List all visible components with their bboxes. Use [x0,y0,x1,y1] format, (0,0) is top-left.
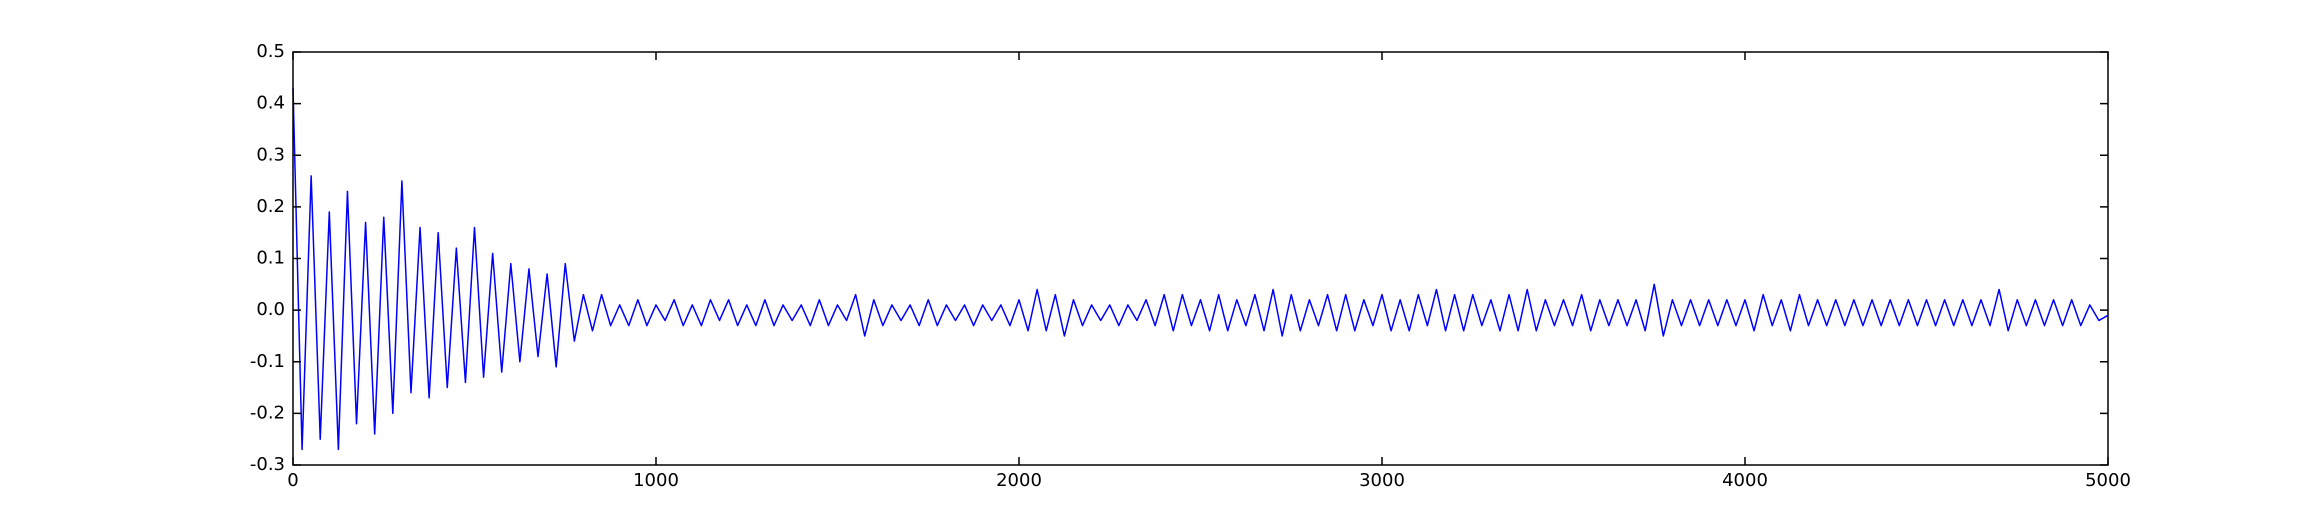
x-tick-label: 2000 [996,470,1042,491]
x-tick-label: 0 [287,470,298,491]
y-tick-label: -0.3 [250,454,285,475]
x-tick-label: 3000 [1359,470,1405,491]
x-tick-label: 1000 [633,470,679,491]
y-tick-label: 0.4 [256,93,285,114]
y-tick-label: 0.3 [256,144,285,165]
x-tick-label: 5000 [2085,470,2131,491]
y-tick-label: 0.5 [256,41,285,62]
y-tick-label: 0.1 [256,248,285,269]
y-tick-label: -0.1 [250,351,285,372]
y-tick-label: 0.0 [256,299,285,320]
signal-line [292,88,2109,451]
y-tick-label: 0.2 [256,196,285,217]
y-tick-label: -0.2 [250,402,285,423]
x-tick-label: 4000 [1722,470,1768,491]
